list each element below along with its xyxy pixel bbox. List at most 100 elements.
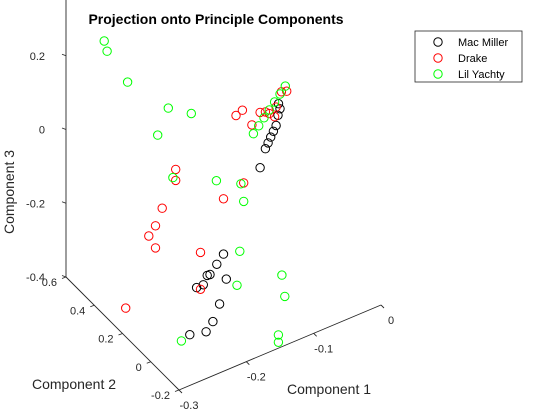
legend-label-lil-yachty: Lil Yachty [458,69,505,81]
data-point-2-21 [176,336,187,346]
data-point-2-7 [186,108,197,119]
data-point-2-4 [259,113,269,123]
data-point-1-16 [144,231,154,241]
data-point-1-13 [171,175,181,186]
x-axis-label: Component 1 [287,381,371,397]
z-tick-3 [61,53,67,57]
x-tick-0 [178,389,183,394]
legend-entry-lil-yachty: Lil Yachty [433,69,505,81]
x-axis-line [178,304,382,391]
series-2 [99,36,290,347]
y-tick-label-0: -0.2 [151,390,170,402]
data-point-2-19 [277,270,287,280]
z-tick-label-2: 0 [39,125,45,137]
data-point-2-16 [239,196,249,207]
legend-label-drake: Drake [458,53,487,65]
data-point-0-17 [201,327,211,337]
y-tick-2 [118,333,123,336]
data-point-2-2 [269,97,280,107]
y-tick-3 [90,304,95,308]
x-tick-label-0: -0.3 [180,400,199,412]
y-tick-label-1: 0 [136,362,142,374]
data-point-0-6 [263,138,273,148]
data-point-1-18 [195,247,206,258]
data-point-0-18 [185,330,195,340]
legend-marker-lil-yachty [433,69,443,79]
legend-entry-drake: Drake [433,53,487,65]
x-tick-label-1: -0.2 [247,372,266,384]
z-tick-2 [61,127,67,130]
x-tick-1 [246,361,250,365]
z-tick-label-3: 0.2 [30,51,45,63]
data-point-2-9 [153,130,163,140]
data-point-0-19 [214,299,225,309]
legend-box [414,30,523,83]
data-point-0-13 [198,280,209,290]
legend-label-mac-miller: Mac Miller [458,37,508,49]
axis-ticks [61,53,385,394]
data-point-2-10 [122,77,133,87]
data-point-0-16 [208,316,218,327]
y-tick-0 [174,389,180,392]
data-point-1-19 [195,284,206,294]
y-axis-label: Component 2 [32,376,116,392]
data-point-2-8 [163,103,174,113]
x-tick-3 [380,304,385,309]
data-point-1-7 [247,120,257,130]
x-tick-label-3: 0 [388,315,394,327]
data-point-2-20 [280,291,290,302]
data-point-2-3 [264,105,274,115]
data-point-2-15 [236,179,246,189]
data-point-0-15 [221,274,232,284]
data-point-2-13 [168,172,178,183]
data-point-2-14 [211,176,222,186]
data-point-2-18 [232,280,242,290]
data-point-2-22 [273,330,284,340]
data-point-1-17 [150,243,161,253]
y-tick-label-2: 0.2 [98,334,113,346]
legend-entry-mac-miller: Mac Miller [433,37,508,49]
legend-marker-mac-miller [433,37,443,47]
x-tick-2 [313,333,317,337]
data-point-1-9 [231,110,241,121]
y-tick-1 [146,361,151,364]
data-point-1-12 [171,164,181,175]
data-point-1-11 [218,194,229,204]
data-point-0-12 [202,270,212,281]
data-point-2-23 [273,337,284,347]
data-point-1-8 [237,105,248,115]
data-point-1-3 [269,112,280,122]
chart-title: Projection onto Principle Components [88,11,343,27]
data-point-2-5 [254,121,264,131]
z-axis-label: Component 3 [1,150,17,234]
data-point-1-0 [282,86,292,96]
data-point-0-9 [218,249,229,259]
x-tick-label-2: -0.1 [314,343,333,355]
z-tick-label-1: -0.2 [26,198,45,210]
data-point-0-5 [266,132,276,142]
data-point-2-6 [248,129,259,139]
z-tick-0 [61,275,67,278]
data-points [99,36,292,347]
data-point-0-10 [212,259,222,269]
axis-tick-labels: -0.3-0.2-0.10-0.200.20.40.6-0.4-0.200.20… [26,51,394,412]
data-point-0-3 [271,120,281,131]
data-point-2-11 [102,46,112,56]
data-point-0-7 [260,144,271,154]
data-point-1-15 [150,221,161,231]
data-point-2-17 [235,246,245,257]
data-point-1-14 [157,203,167,213]
data-point-0-4 [268,126,279,137]
y-tick-label-3: 0.4 [70,305,85,317]
data-point-2-0 [280,81,290,91]
data-point-0-8 [255,163,265,173]
data-point-2-12 [99,36,109,46]
z-tick-label-0: -0.4 [26,272,45,284]
data-point-1-20 [121,303,131,313]
data-point-1-2 [271,102,281,112]
z-tick-1 [61,201,67,204]
legend: Mac Miller Drake Lil Yachty [414,30,523,83]
y-tick-label-4: 0.6 [42,277,57,289]
y-tick-4 [61,276,67,279]
